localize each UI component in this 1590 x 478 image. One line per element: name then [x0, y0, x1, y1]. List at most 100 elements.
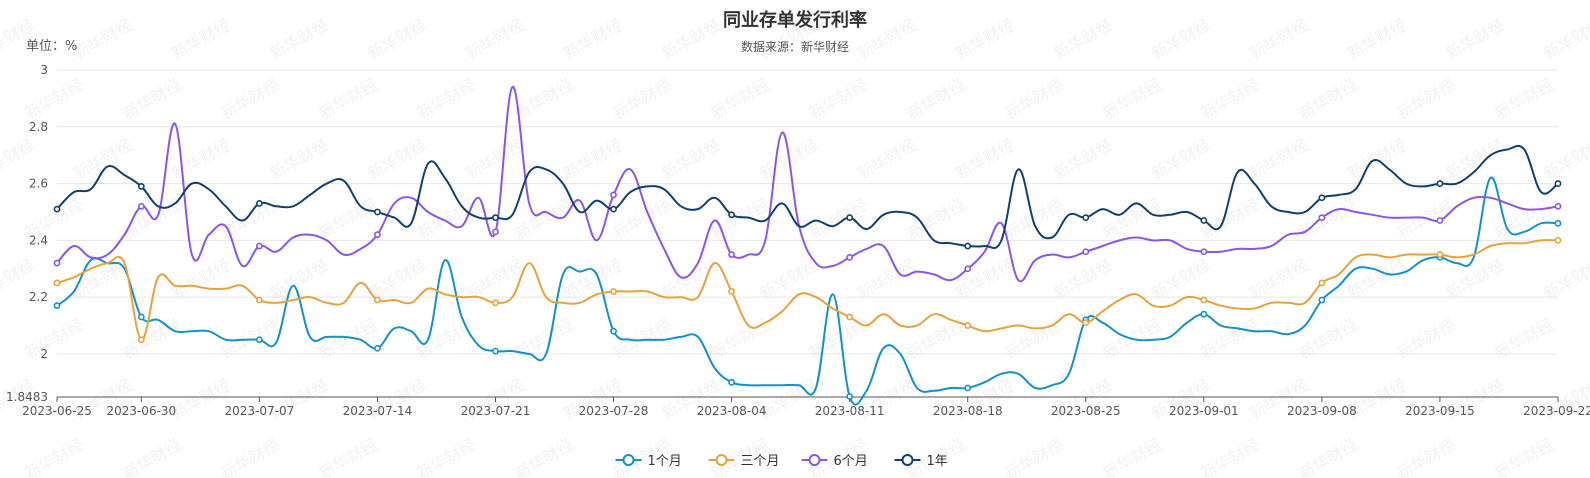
data-point-marker[interactable]	[1318, 214, 1326, 222]
data-point-marker[interactable]	[964, 265, 972, 273]
watermark-text: 新华财经	[267, 15, 332, 63]
data-point-marker[interactable]	[53, 205, 61, 213]
data-point-marker[interactable]	[1200, 296, 1208, 304]
watermark-text: 新华财经	[1247, 135, 1312, 183]
data-point-marker[interactable]	[137, 336, 145, 344]
data-point-marker[interactable]	[610, 205, 617, 213]
data-point-marker[interactable]	[1200, 310, 1208, 318]
watermark-text: 新华财经	[414, 75, 479, 123]
data-point-marker[interactable]	[1082, 248, 1090, 256]
data-point-marker[interactable]	[255, 242, 263, 250]
data-point-marker[interactable]	[137, 183, 145, 190]
data-point-marker[interactable]	[374, 296, 381, 304]
legend-item[interactable]: 6个月	[801, 454, 868, 469]
data-point-marker[interactable]	[53, 279, 61, 287]
data-point-marker[interactable]	[1200, 248, 1208, 256]
watermark-text: 新华财经	[316, 195, 381, 243]
watermark-text: 新华财经	[1541, 255, 1590, 303]
watermark-text: 新华财经	[1296, 435, 1361, 478]
data-point-marker[interactable]	[492, 347, 499, 355]
data-point-marker[interactable]	[492, 228, 499, 236]
data-point-marker[interactable]	[964, 242, 972, 250]
data-point-marker[interactable]	[846, 313, 854, 321]
data-point-marker[interactable]	[728, 288, 736, 295]
data-point-marker[interactable]	[728, 251, 736, 258]
data-point-marker[interactable]	[1554, 236, 1562, 244]
watermark-text: 新华财经	[561, 135, 626, 183]
data-point-marker[interactable]	[53, 259, 61, 267]
data-point-marker[interactable]	[255, 296, 263, 304]
data-point-marker[interactable]	[1436, 217, 1444, 224]
data-point-marker[interactable]	[492, 299, 499, 307]
series-lines	[53, 85, 1562, 406]
watermark-text: 新华财经	[1198, 75, 1263, 123]
data-point-marker[interactable]	[846, 253, 854, 261]
data-point-marker[interactable]	[610, 288, 617, 295]
data-point-marker[interactable]	[1200, 217, 1208, 224]
legend-label: 1年	[927, 454, 948, 469]
watermark-text: 新华财经	[1296, 195, 1361, 243]
data-point-marker[interactable]	[374, 208, 381, 216]
legend-item[interactable]: 三个月	[708, 454, 780, 469]
data-point-marker[interactable]	[964, 322, 972, 329]
data-point-marker[interactable]	[610, 327, 617, 335]
watermark-text: 新华财经	[610, 195, 675, 243]
watermark-text: 新华财经	[463, 135, 528, 183]
data-point-marker[interactable]	[1318, 296, 1326, 304]
watermark-text: 新华财经	[1394, 195, 1459, 243]
data-point-marker[interactable]	[846, 214, 854, 222]
legend-item[interactable]: 1个月	[615, 454, 682, 469]
watermark-text: 新华财经	[1002, 435, 1067, 478]
y-tick-label: 2.8	[29, 120, 48, 134]
data-point-marker[interactable]	[1554, 219, 1562, 227]
data-point-marker[interactable]	[374, 231, 381, 239]
data-point-marker[interactable]	[1082, 214, 1090, 222]
watermark-text: 新华财经	[1149, 135, 1214, 183]
data-point-marker[interactable]	[1082, 319, 1090, 327]
watermark-text: 新华财经	[120, 435, 185, 478]
data-point-marker[interactable]	[53, 302, 61, 310]
data-point-marker[interactable]	[1318, 279, 1326, 287]
data-point-marker[interactable]	[1436, 251, 1444, 258]
data-point-marker[interactable]	[728, 378, 736, 386]
watermark-text: 新华财经	[1492, 75, 1557, 123]
watermark-text: 新华财经	[1100, 75, 1165, 123]
watermark-text: 新华财经	[414, 315, 479, 363]
data-point-marker[interactable]	[610, 191, 617, 199]
data-point-marker[interactable]	[137, 202, 145, 210]
watermark-text: 新华财经	[806, 75, 871, 123]
watermark-text: 新华财经	[1492, 315, 1557, 363]
chart-subtitle: 数据来源：新华财经	[741, 39, 849, 54]
data-point-marker[interactable]	[1554, 202, 1562, 210]
y-axis-unit-label: 单位：%	[26, 39, 77, 54]
watermark-text: 新华财经	[1198, 195, 1263, 243]
data-point-marker[interactable]	[374, 344, 381, 352]
watermark-text: 新华财经	[1051, 15, 1116, 63]
x-tick-label: 2023-06-25	[22, 404, 92, 418]
data-point-marker[interactable]	[1436, 180, 1444, 187]
x-tick-label: 2023-08-18	[933, 404, 1003, 418]
data-point-marker[interactable]	[1554, 180, 1562, 187]
data-point-marker[interactable]	[255, 200, 263, 207]
data-point-marker[interactable]	[255, 336, 263, 344]
legend[interactable]: 1个月 三个月 6个月 1年	[615, 454, 948, 469]
data-point-marker[interactable]	[1318, 194, 1326, 202]
data-point-marker[interactable]	[137, 313, 145, 321]
y-tick-label: 2	[40, 347, 48, 361]
watermark-text: 新华财经	[218, 75, 283, 123]
legend-label: 6个月	[834, 454, 868, 469]
legend-item[interactable]: 1年	[894, 454, 948, 469]
x-tick-label: 2023-09-01	[1169, 404, 1239, 418]
watermark-text: 新华财经	[1345, 255, 1410, 303]
watermark-text: 新华财经	[953, 255, 1018, 303]
data-point-marker[interactable]	[964, 384, 972, 392]
data-point-marker[interactable]	[728, 211, 736, 219]
data-point-marker[interactable]	[492, 214, 499, 222]
watermark-text: 新华财经	[1100, 435, 1165, 478]
data-point-marker[interactable]	[846, 393, 854, 400]
x-tick-label: 2023-08-11	[815, 404, 885, 418]
series-4	[53, 144, 1562, 250]
watermark-text: 新华财经	[1198, 315, 1263, 363]
series-2	[53, 236, 1562, 344]
